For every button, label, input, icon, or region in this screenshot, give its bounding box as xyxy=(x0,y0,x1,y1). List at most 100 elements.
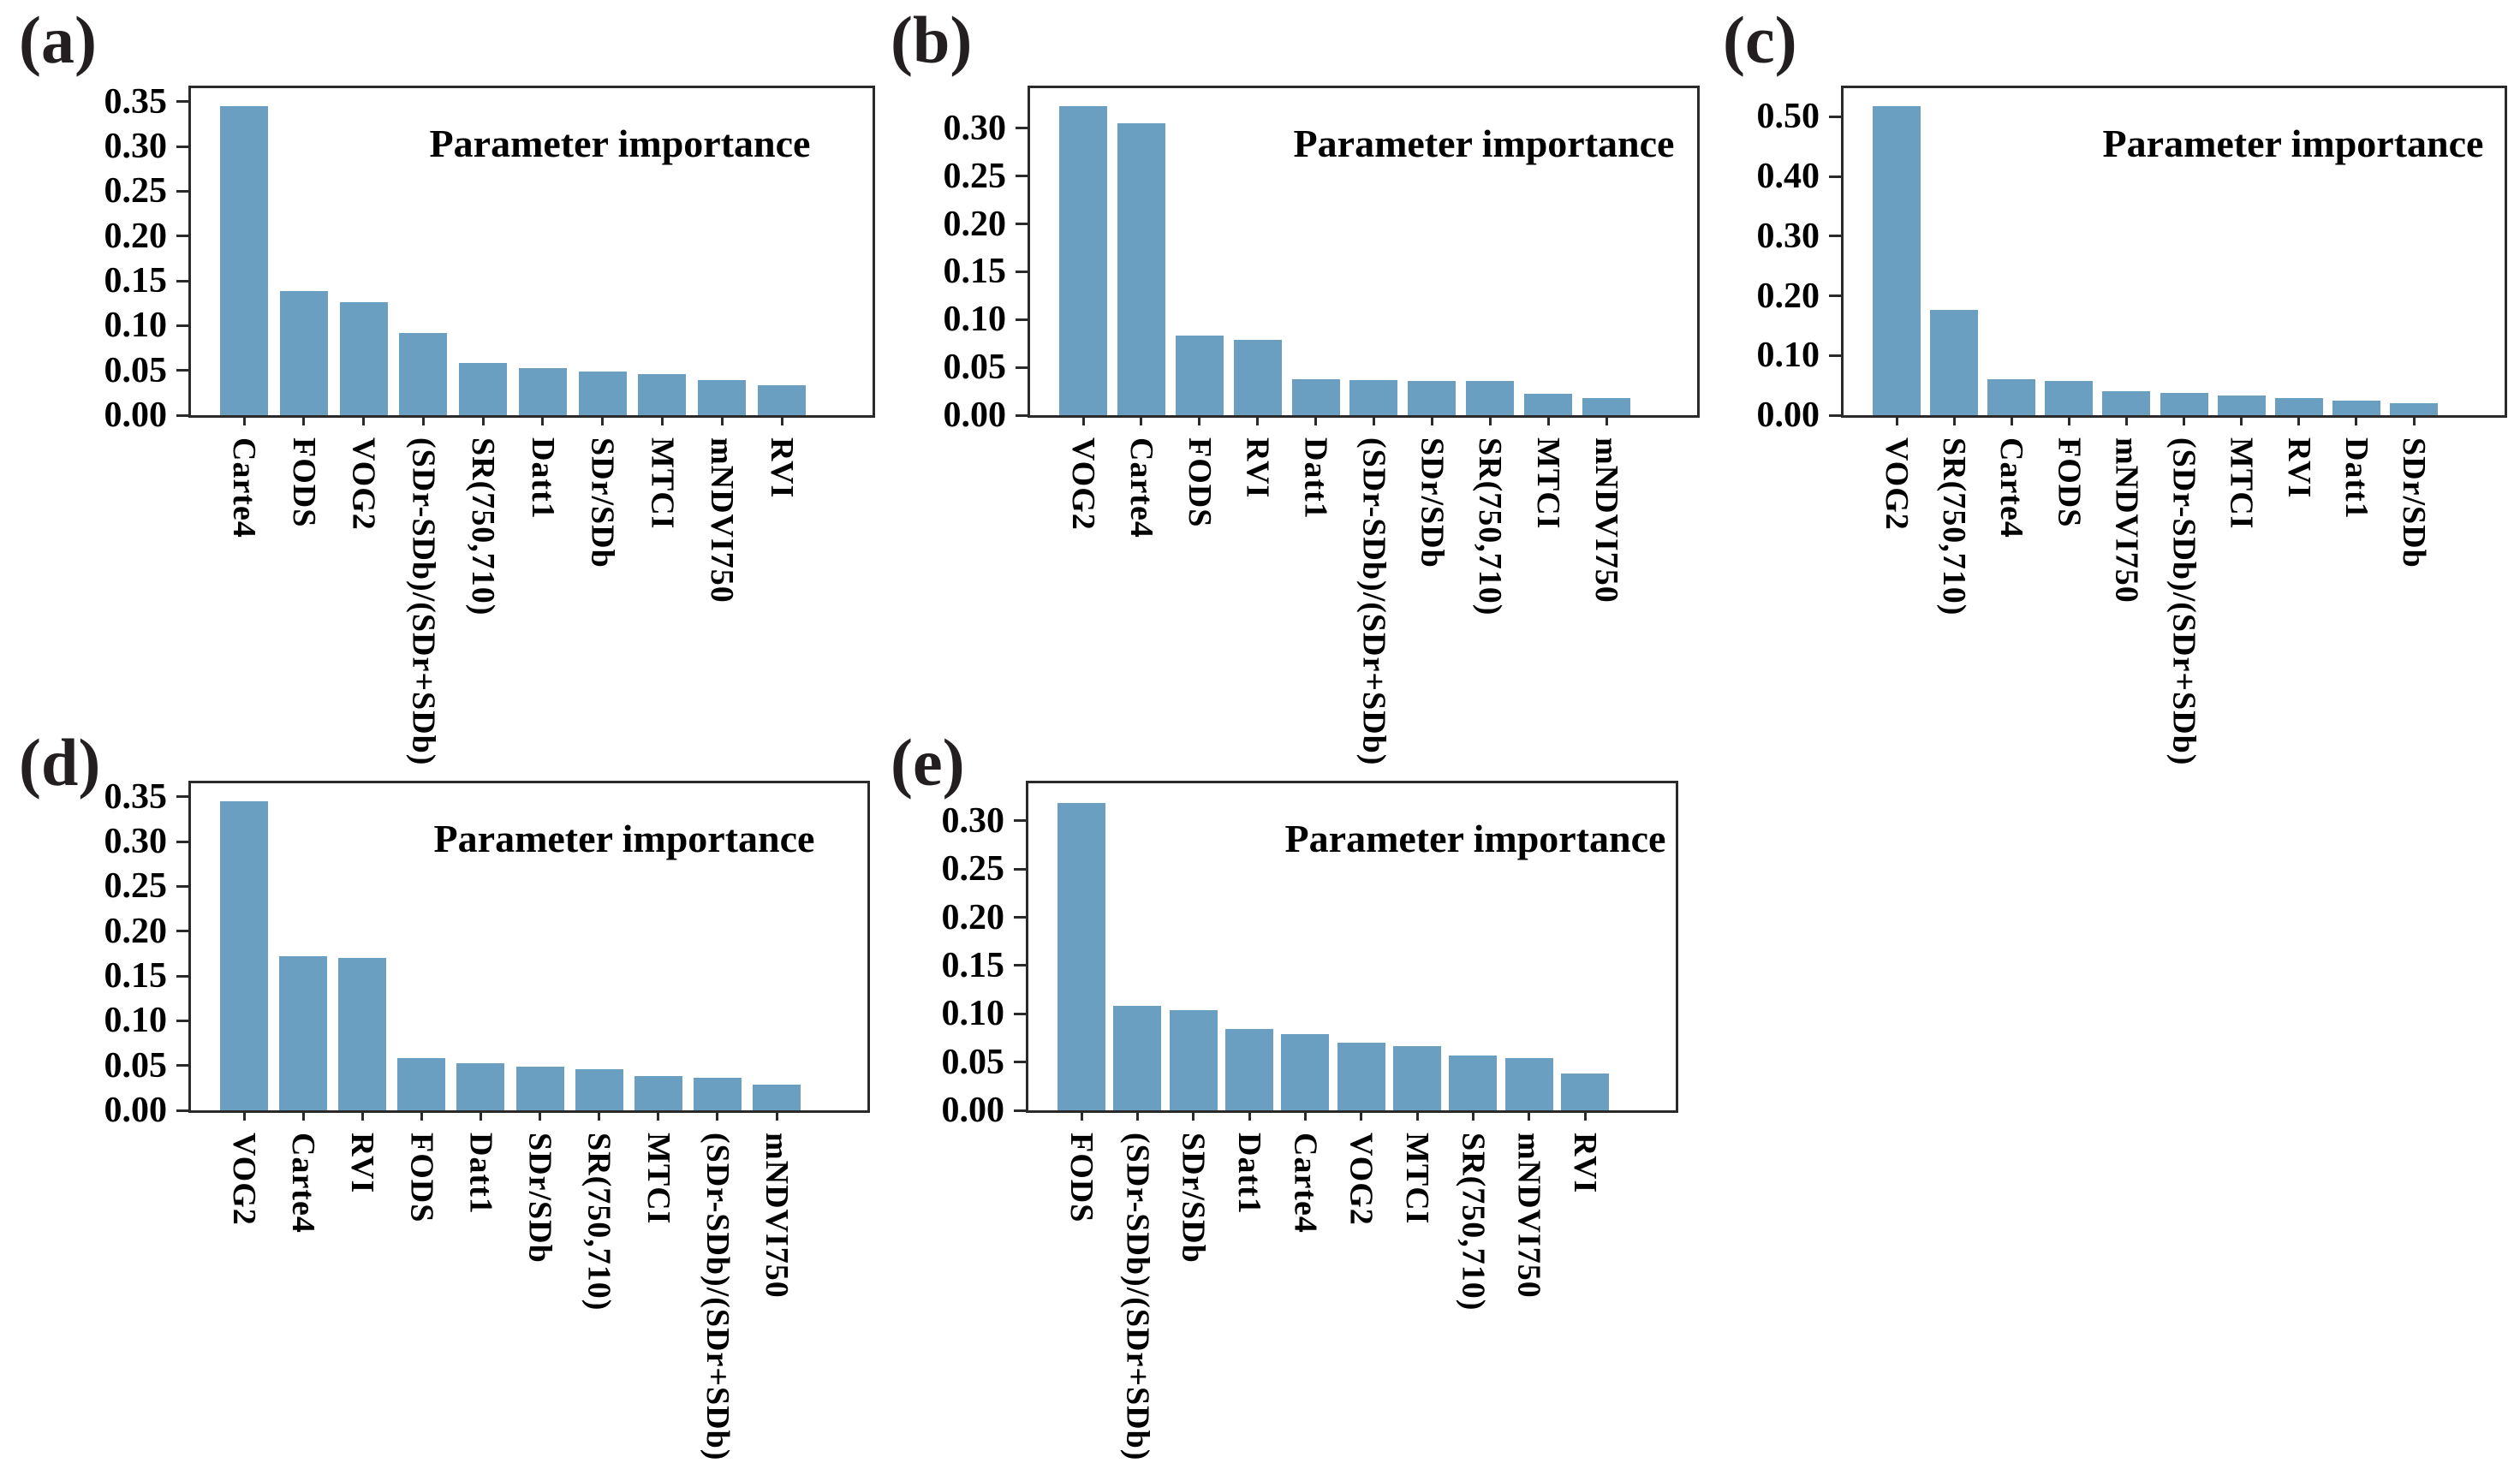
bar-c-1 xyxy=(1930,310,1979,415)
y-tick-label: 0.00 xyxy=(104,396,168,435)
y-tick-mark xyxy=(1829,413,1841,417)
x-tick-mark xyxy=(660,415,664,425)
x-tick-mark xyxy=(541,415,545,425)
bar-d-1 xyxy=(279,956,328,1110)
bar-c-6 xyxy=(2217,396,2266,415)
x-category-label: Carte4 xyxy=(1123,437,1159,538)
x-tick-mark xyxy=(242,1110,246,1121)
panel-label-c: (c) xyxy=(1723,3,1797,77)
y-tick-label: 0.30 xyxy=(943,108,1007,148)
bar-a-7 xyxy=(638,374,687,415)
y-tick-label: 0.30 xyxy=(941,800,1005,841)
y-tick-mark xyxy=(176,1019,188,1022)
y-tick-label: 0.10 xyxy=(104,1001,168,1041)
x-category-label: RVI xyxy=(1567,1133,1603,1194)
y-tick-label: 0.25 xyxy=(943,156,1007,196)
x-category-label: MTCI xyxy=(1530,437,1567,530)
bar-e-5 xyxy=(1337,1043,1385,1110)
bar-b-1 xyxy=(1117,123,1165,415)
x-tick-mark xyxy=(539,1110,542,1121)
bar-e-7 xyxy=(1449,1056,1498,1110)
bar-c-9 xyxy=(2390,403,2438,415)
y-tick-mark xyxy=(176,974,188,978)
y-tick-label: 0.00 xyxy=(104,1091,168,1130)
y-tick-label: 0.40 xyxy=(1756,157,1820,197)
y-tick-label: 0.20 xyxy=(941,897,1005,937)
y-tick-mark xyxy=(1829,115,1841,118)
bar-b-9 xyxy=(1582,398,1630,415)
y-tick-mark xyxy=(1016,413,1028,417)
y-tick-label: 0.20 xyxy=(104,911,168,951)
y-tick-mark xyxy=(1829,354,1841,357)
y-tick-mark xyxy=(176,1064,188,1068)
bar-e-2 xyxy=(1169,1010,1218,1110)
y-tick-mark xyxy=(1014,819,1026,823)
x-tick-mark xyxy=(598,1110,601,1121)
plot-title-e: Parameter importance xyxy=(1284,817,1666,860)
x-tick-mark xyxy=(481,415,485,425)
y-tick-mark xyxy=(1016,223,1028,226)
x-category-label: SR(750,710) xyxy=(1455,1133,1492,1311)
panel-label-a: (a) xyxy=(19,3,97,77)
x-tick-mark xyxy=(1080,1110,1083,1121)
y-tick-label: 0.05 xyxy=(104,350,168,390)
plot-title-b: Parameter importance xyxy=(1293,122,1675,165)
x-category-label: Carte4 xyxy=(1993,437,2030,538)
y-tick-label: 0.05 xyxy=(943,348,1007,388)
x-tick-mark xyxy=(2183,415,2186,425)
x-tick-mark xyxy=(1303,1110,1307,1121)
y-tick-label: 0.35 xyxy=(104,776,168,817)
x-category-label: MTCI xyxy=(640,1133,676,1225)
y-tick-mark xyxy=(176,884,188,888)
x-category-label: Datt1 xyxy=(1297,437,1334,520)
x-category-label: RVI xyxy=(344,1133,381,1194)
y-tick-label: 0.30 xyxy=(1756,216,1820,256)
y-tick-mark xyxy=(1016,270,1028,273)
x-category-label: FODS xyxy=(2051,437,2088,528)
y-tick-label: 0.10 xyxy=(943,300,1007,340)
plot-area-e: Parameter importance FODS (SDr-SDb)/(SDr+… xyxy=(942,781,1678,1460)
x-tick-mark xyxy=(242,415,246,425)
x-tick-mark xyxy=(2355,415,2358,425)
x-tick-mark xyxy=(1952,415,1956,425)
y-tick-mark xyxy=(176,369,188,372)
y-tick-label: 0.15 xyxy=(943,252,1007,292)
x-tick-mark xyxy=(2010,415,2013,425)
x-category-label: FODS xyxy=(1063,1133,1099,1223)
y-tick-label: 0.15 xyxy=(104,956,168,996)
bar-e-3 xyxy=(1225,1029,1273,1110)
bar-d-9 xyxy=(753,1085,801,1110)
x-tick-mark xyxy=(362,415,366,425)
x-tick-mark xyxy=(2240,415,2243,425)
x-tick-mark xyxy=(1415,1110,1419,1121)
x-tick-mark xyxy=(301,1110,305,1121)
y-tick-mark xyxy=(1014,1061,1026,1064)
y-tick-label: 0.10 xyxy=(104,306,168,346)
x-tick-mark xyxy=(1583,1110,1587,1121)
bar-e-4 xyxy=(1281,1034,1330,1110)
x-category-label: SR(750,710) xyxy=(1472,437,1509,616)
bar-e-6 xyxy=(1393,1046,1441,1110)
bar-b-7 xyxy=(1466,381,1515,415)
x-tick-mark xyxy=(1528,1110,1531,1121)
x-category-label: (SDr-SDb)/(SDr+SDb) xyxy=(699,1133,736,1461)
y-tick-mark xyxy=(176,413,188,417)
y-tick-mark xyxy=(1016,127,1028,130)
x-category-label: Datt1 xyxy=(1231,1133,1267,1215)
bar-a-8 xyxy=(698,380,747,415)
y-tick-mark xyxy=(1014,1109,1026,1112)
y-tick-mark xyxy=(176,1109,188,1112)
x-tick-mark xyxy=(1605,415,1608,425)
y-tick-mark xyxy=(1016,175,1028,178)
x-category-label: MTCI xyxy=(2223,437,2260,530)
x-category-label: mNDVI750 xyxy=(2108,437,2145,604)
plot-area-b: Parameter importance VOG2 Carte4 FODS RVI Da… xyxy=(944,86,1700,765)
bar-e-8 xyxy=(1504,1058,1553,1110)
x-category-label: VOG2 xyxy=(1879,437,1915,531)
bar-a-4 xyxy=(459,363,508,415)
plot-title-d: Parameter importance xyxy=(433,817,815,860)
panel-label-d: (d) xyxy=(19,725,101,800)
bar-b-8 xyxy=(1524,394,1573,415)
x-category-label: MTCI xyxy=(1399,1133,1435,1225)
bar-c-3 xyxy=(2045,381,2094,415)
